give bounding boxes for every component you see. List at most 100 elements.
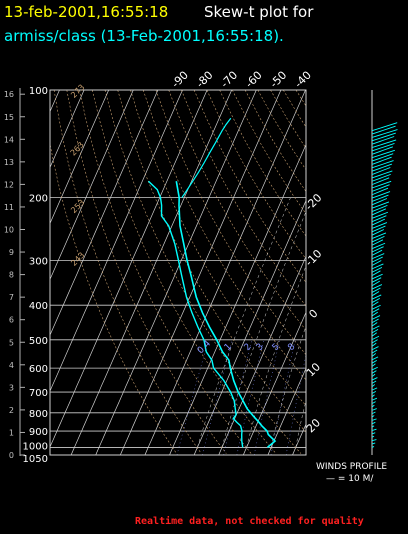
- wind-bar: [371, 253, 385, 260]
- wind-bar: [371, 384, 376, 388]
- height-label: 0: [9, 451, 14, 460]
- wind-bar: [371, 366, 378, 371]
- dry-adiabat: [270, 90, 306, 149]
- wind-bar: [371, 439, 377, 442]
- pressure-label: 900: [29, 427, 48, 438]
- mixing-ratio-label: 1: [223, 342, 234, 353]
- wind-bar: [371, 204, 388, 213]
- wind-bar: [371, 273, 383, 280]
- temperature-label: 10: [304, 360, 323, 379]
- wind-bar: [371, 287, 381, 293]
- isotherm: [144, 90, 306, 455]
- pressure-label: 1050: [23, 454, 48, 465]
- wind-bar: [371, 346, 379, 351]
- dry-adiabat: [206, 90, 306, 260]
- dry-adiabat: [79, 90, 252, 454]
- title-source: armiss/class (13-Feb-2001,16:55:18).: [4, 27, 284, 45]
- height-label: 14: [4, 135, 14, 144]
- wind-bar: [371, 270, 381, 276]
- wind-bar: [371, 136, 395, 145]
- wind-bar: [371, 215, 387, 223]
- temperature-label: -90: [169, 69, 191, 91]
- moist-adiabat: [197, 197, 291, 448]
- wind-bar: [371, 418, 377, 421]
- wind-bar: [371, 132, 396, 142]
- pressure-label: 100: [29, 86, 48, 97]
- dry-adiabat: [53, 90, 202, 454]
- height-label: 12: [4, 180, 14, 189]
- wind-bar: [371, 297, 381, 303]
- wind-bar: [371, 142, 395, 152]
- height-label: 16: [4, 90, 14, 99]
- wind-bar: [371, 222, 388, 229]
- wind-bar: [371, 387, 378, 391]
- wind-bar: [371, 442, 376, 445]
- temperature-label: -60: [243, 69, 265, 91]
- isotherm: [193, 199, 306, 455]
- dry-adiabat: [104, 90, 302, 454]
- height-label: 7: [9, 293, 14, 302]
- height-label: 5: [9, 338, 14, 347]
- height-label: 8: [9, 271, 14, 280]
- wind-bar: [371, 246, 384, 253]
- wind-bar: [371, 263, 384, 270]
- winds-profile-panel: WINDS PROFILE — = 10 M/: [316, 90, 398, 484]
- isotherm: [218, 255, 306, 455]
- dry-adiabat: [92, 90, 277, 454]
- pressure-label: 800: [29, 409, 48, 420]
- wind-bar: [371, 363, 376, 367]
- isotherm: [95, 90, 257, 455]
- wind-bar: [371, 353, 377, 357]
- dry-adiabat: [50, 142, 177, 454]
- isotherm: [342, 90, 408, 455]
- wind-bar: [371, 380, 377, 384]
- wind-bar: [371, 198, 388, 206]
- wind-bar: [371, 173, 391, 182]
- dry-adiabat: [130, 90, 306, 407]
- dry-adiabat-label: 273: [69, 83, 86, 100]
- wind-bar: [371, 328, 379, 334]
- mixing-ratio-label: 2: [243, 342, 254, 353]
- dry-adiabat: [181, 90, 306, 307]
- wind-bar: [371, 239, 384, 246]
- wind-bar: [371, 291, 380, 297]
- dry-adiabat: [66, 90, 227, 454]
- moist-adiabat: [320, 198, 396, 448]
- title-date: 13-feb-2001,16:55:18: [4, 3, 168, 21]
- wind-bar: [371, 129, 398, 138]
- temperature-label: -40: [292, 69, 314, 91]
- height-label: 11: [4, 203, 14, 212]
- wind-bar: [371, 397, 378, 401]
- height-label: 9: [9, 248, 14, 257]
- isotherm: [242, 311, 306, 455]
- wind-bar: [371, 359, 377, 364]
- wind-bar: [371, 232, 387, 239]
- wind-bar: [371, 249, 383, 256]
- wind-bar: [371, 208, 387, 216]
- winds-scale: — = 10 M/: [326, 474, 374, 484]
- mixing-ratio-label: 8: [286, 342, 297, 353]
- mixing-ratio-line: [330, 340, 349, 455]
- mixing-ratio-line: [253, 339, 281, 455]
- dry-adiabat: [142, 90, 306, 381]
- wind-bar: [371, 294, 382, 300]
- wind-bar: [371, 125, 396, 135]
- dry-adiabat-label: 263: [69, 140, 86, 157]
- mixing-ratio-label: 0.4: [196, 339, 213, 356]
- wind-bar: [371, 260, 382, 266]
- dry-adiabat-label: 253: [69, 198, 86, 215]
- wind-bar: [371, 256, 383, 263]
- wind-bar: [371, 432, 376, 435]
- height-label: 2: [9, 406, 14, 415]
- wind-bar: [371, 394, 375, 398]
- wind-bar: [371, 156, 392, 165]
- wind-bar: [371, 191, 391, 199]
- wind-bar: [371, 415, 375, 418]
- wind-bar: [371, 318, 379, 324]
- pressure-label: 1000: [23, 441, 48, 452]
- dry-adiabat: [155, 90, 306, 356]
- dry-adiabat-label: 243: [69, 251, 86, 268]
- wind-bar: [371, 435, 375, 438]
- isotherm: [50, 90, 208, 448]
